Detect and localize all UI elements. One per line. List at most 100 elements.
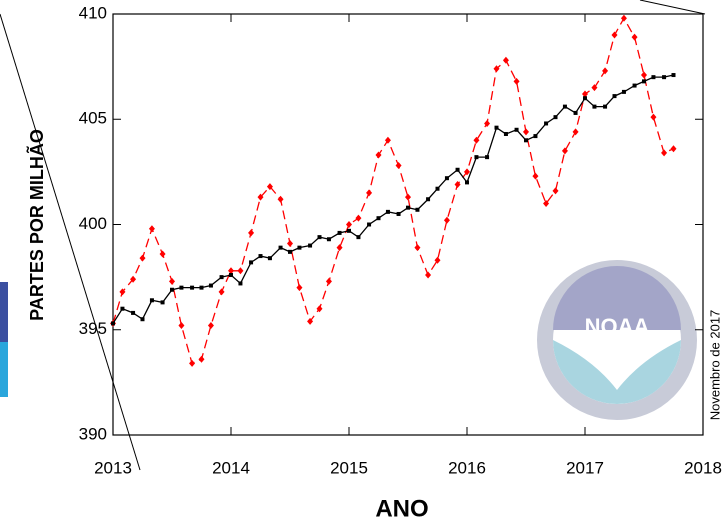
- point: [238, 281, 242, 285]
- x-tick-label: 2014: [212, 458, 250, 477]
- slide-line: [0, 14, 140, 470]
- point: [662, 75, 666, 79]
- point: [414, 244, 420, 251]
- point: [248, 229, 254, 236]
- point: [120, 307, 124, 311]
- point: [651, 75, 655, 79]
- point: [406, 206, 410, 210]
- point: [367, 223, 371, 227]
- point: [199, 356, 205, 363]
- point: [396, 162, 402, 169]
- slide-edge: [0, 282, 8, 342]
- point: [190, 286, 194, 290]
- slide-edge: [0, 342, 8, 397]
- point: [533, 134, 537, 138]
- point: [237, 267, 243, 274]
- point: [327, 237, 331, 241]
- x-tick-label: 2015: [330, 458, 368, 477]
- point: [279, 246, 283, 250]
- point: [296, 284, 302, 291]
- point: [583, 96, 587, 100]
- point: [287, 240, 293, 247]
- point: [318, 235, 322, 239]
- point: [553, 187, 559, 194]
- point: [544, 121, 548, 125]
- point: [366, 189, 372, 196]
- point: [603, 105, 607, 109]
- point: [633, 84, 637, 88]
- point: [445, 176, 449, 180]
- point: [554, 115, 558, 119]
- x-tick-label: 2018: [684, 458, 722, 477]
- point: [425, 272, 431, 279]
- y-tick-label: 405: [79, 109, 107, 128]
- point: [397, 212, 401, 216]
- point: [485, 155, 489, 159]
- point: [149, 225, 155, 232]
- point: [308, 244, 312, 248]
- point: [495, 126, 499, 130]
- x-tick-label: 2013: [94, 458, 132, 477]
- point: [200, 286, 204, 290]
- point: [405, 194, 411, 201]
- x-axis-label: ANO: [375, 495, 428, 522]
- point: [346, 221, 352, 228]
- point: [150, 298, 154, 302]
- point: [386, 210, 390, 214]
- point: [278, 196, 284, 203]
- point: [465, 180, 469, 184]
- point: [178, 322, 184, 329]
- point: [574, 111, 578, 115]
- point: [169, 278, 175, 285]
- point: [641, 72, 647, 79]
- point: [140, 255, 146, 262]
- point: [229, 273, 233, 277]
- point: [161, 300, 165, 304]
- point: [474, 155, 478, 159]
- point: [444, 217, 450, 224]
- point: [141, 317, 145, 321]
- point: [337, 244, 343, 251]
- slide-line: [640, 0, 705, 14]
- point: [170, 288, 174, 292]
- point: [504, 132, 508, 136]
- point: [523, 128, 529, 135]
- side-note: Novembro de 2017: [707, 310, 722, 421]
- point: [415, 208, 419, 212]
- chart: NOAA PARTES POR MILHÃO ANO Novembro de 2…: [0, 0, 727, 530]
- point: [208, 322, 214, 329]
- point: [515, 128, 519, 132]
- point: [326, 278, 332, 285]
- y-tick-label: 390: [79, 424, 107, 443]
- point: [436, 187, 440, 191]
- logo-text: NOAA: [585, 314, 650, 339]
- point: [355, 215, 361, 222]
- point: [661, 149, 667, 156]
- point: [249, 260, 253, 264]
- point: [524, 138, 528, 142]
- y-tick-label: 400: [79, 214, 107, 233]
- point: [259, 254, 263, 258]
- y-axis-label: PARTES POR MILHÃO: [26, 129, 47, 321]
- point: [642, 79, 646, 83]
- point: [111, 321, 115, 325]
- point: [613, 94, 617, 98]
- point: [671, 145, 677, 152]
- point: [347, 229, 351, 233]
- point: [563, 105, 567, 109]
- noaa-logo: NOAA: [545, 266, 689, 412]
- point: [160, 250, 166, 257]
- point: [592, 105, 596, 109]
- point: [338, 231, 342, 235]
- point: [632, 34, 638, 41]
- point: [131, 311, 135, 315]
- y-tick-label: 395: [79, 319, 107, 338]
- point: [356, 235, 360, 239]
- point: [220, 275, 224, 279]
- point: [514, 78, 520, 85]
- point: [288, 250, 292, 254]
- point: [650, 114, 656, 121]
- point: [622, 90, 626, 94]
- point: [456, 168, 460, 172]
- x-tick-label: 2017: [566, 458, 604, 477]
